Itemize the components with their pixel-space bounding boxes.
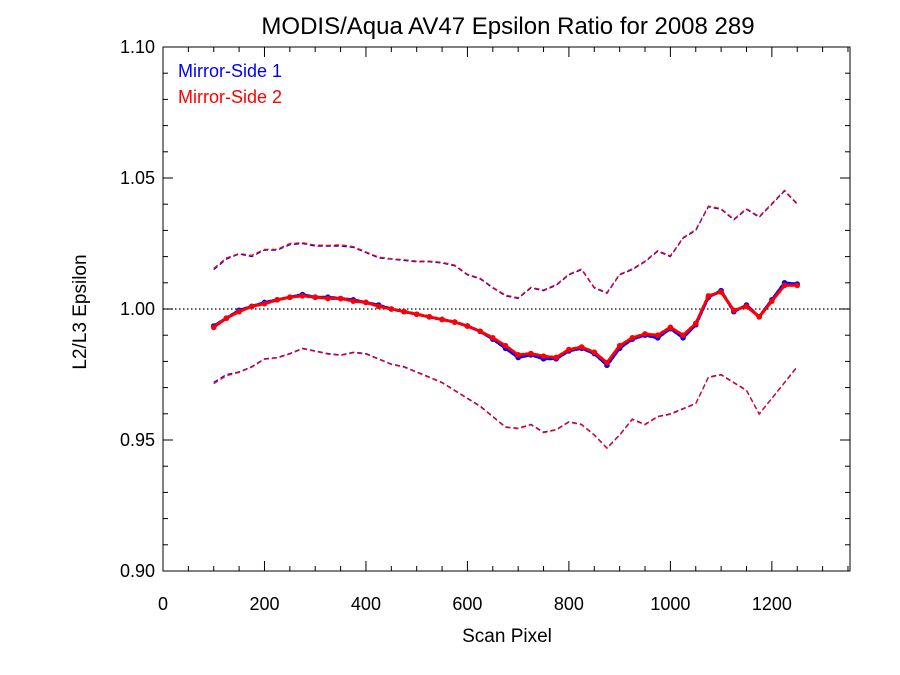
mirror-side-2-point	[667, 324, 674, 331]
mirror-side-2-point	[566, 346, 572, 353]
mirror-side-2-point	[718, 289, 724, 295]
y-tick-label: 1.05	[120, 168, 155, 188]
mirror-side-2-point	[731, 307, 737, 314]
x-tick-label: 0	[158, 594, 168, 614]
mirror-side-2-point	[287, 294, 293, 301]
mirror-side-2-point	[692, 320, 699, 327]
mirror-side-2-point	[591, 349, 598, 356]
mirror-side-2-point	[413, 311, 420, 318]
x-tick-label: 400	[351, 594, 381, 614]
mirror-side-2-point	[477, 328, 483, 335]
mirror-side-2-point	[743, 303, 750, 310]
y-axis-tick-labels: 0.90 0.95 1.00 1.05 1.10	[120, 37, 155, 581]
mirror-side-2-point	[375, 303, 382, 310]
mirror-side-2-point	[769, 298, 775, 304]
y-tick-label: 1.10	[120, 37, 155, 57]
mirror-side-2-point	[654, 332, 661, 339]
mirror-side-2-point	[781, 282, 788, 289]
plot-frame	[162, 46, 851, 572]
mirror-side-2-point	[261, 300, 268, 307]
mirror-side-2-point	[363, 299, 369, 306]
mirror-side-2-point	[616, 342, 623, 349]
mirror-side-2-point	[274, 297, 280, 303]
mirror-side-2-point	[502, 342, 509, 349]
mirror-side-2-point	[680, 332, 686, 339]
y-tick-label: 1.00	[120, 299, 155, 319]
x-axis-label: Scan Pixel	[462, 626, 552, 647]
mirror-side-2-point	[350, 298, 357, 304]
mirror-side-2-point	[312, 294, 319, 301]
mirror-side-2-point	[756, 314, 762, 320]
mirror-side-2-point	[642, 331, 648, 337]
x-tick-label: 800	[554, 594, 584, 614]
y-axis-label: L2/L3 Epsilon	[70, 254, 91, 369]
mirror-side-2-point	[794, 282, 801, 289]
mirror-side-2-point	[236, 308, 242, 315]
mirror-side-2-point	[299, 293, 306, 299]
chart-title: MODIS/Aqua AV47 Epsilon Ratio for 2008 2…	[261, 13, 754, 40]
mirror-side-2-point	[426, 314, 433, 320]
mirror-side-2-point	[629, 335, 636, 341]
y-tick-label: 0.90	[120, 561, 155, 581]
mirror-side-2-point	[464, 323, 471, 329]
x-axis-tick-labels: 0 200 400 600 800 1000 1200	[158, 594, 792, 614]
mirror-side-2-point	[223, 315, 230, 321]
mirror-side-1-upper-bound-line	[213, 190, 798, 300]
mirror-side-2-point	[325, 295, 331, 302]
mirror-side-2-point	[578, 344, 585, 350]
mirror-side-2-point	[604, 359, 610, 366]
mirror-side-2-point	[528, 350, 534, 357]
mirror-side-2-point	[515, 352, 521, 358]
mirror-side-2-point	[337, 295, 344, 302]
x-tick-label: 600	[452, 594, 482, 614]
mirror-side-2-point	[210, 324, 217, 331]
mirror-side-2-point	[439, 316, 445, 323]
mirror-side-2-point	[540, 353, 547, 359]
mirror-side-2-point	[401, 308, 407, 315]
mirror-side-2-point	[553, 354, 560, 361]
x-tick-label: 200	[249, 594, 279, 614]
mirror-side-2-point	[451, 319, 458, 325]
mirror-side-2-upper-bound-line	[213, 189, 798, 299]
mirror-side-2-lower-bound-line	[213, 348, 798, 450]
plot-area	[163, 189, 850, 450]
x-tick-label: 1200	[752, 594, 792, 614]
mirror-side-2-point	[705, 293, 712, 299]
legend-entry-mirror-side-1: Mirror-Side 1	[178, 61, 282, 81]
mirror-side-2-point	[248, 303, 255, 310]
y-tick-label: 0.95	[120, 430, 155, 450]
mirror-side-1-lower-bound-line	[213, 347, 798, 449]
x-tick-label: 1000	[650, 594, 690, 614]
mirror-side-2-point	[388, 306, 395, 312]
mirror-side-2-point	[490, 335, 496, 341]
legend-entry-mirror-side-2: Mirror-Side 2	[178, 87, 282, 107]
